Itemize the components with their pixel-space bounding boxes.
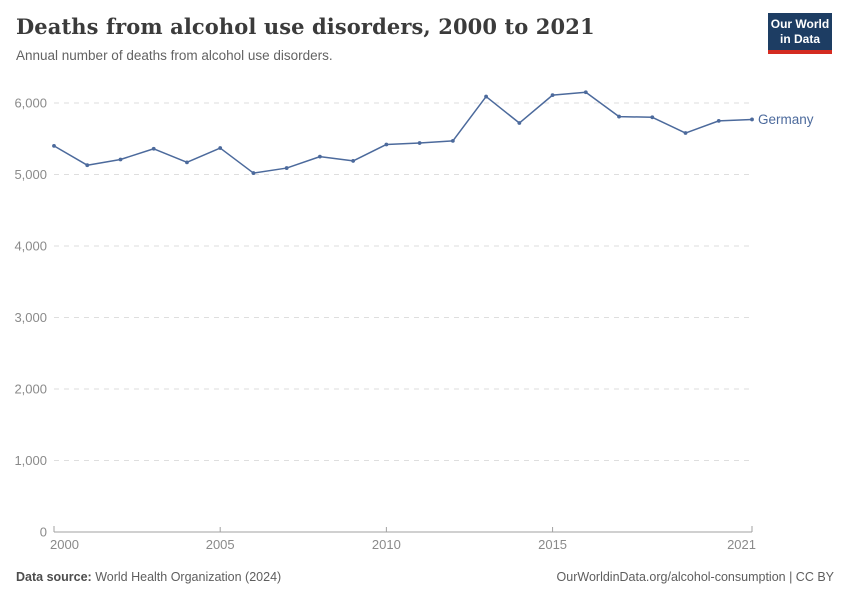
data-point[interactable] xyxy=(185,160,189,165)
data-point[interactable] xyxy=(284,166,289,170)
data-source-label: Data source: xyxy=(16,570,92,584)
data-point[interactable] xyxy=(118,157,123,162)
y-tick-label: 1,000 xyxy=(14,453,47,468)
series-label[interactable]: Germany xyxy=(758,112,814,127)
page-title: Deaths from alcohol use disorders, 2000 … xyxy=(16,14,595,39)
data-point[interactable] xyxy=(417,141,422,145)
owid-logo[interactable]: Our World in Data xyxy=(768,13,832,54)
y-tick-label: 3,000 xyxy=(14,310,47,325)
owid-logo-line1: Our World xyxy=(770,17,830,31)
y-tick-label: 5,000 xyxy=(14,167,47,182)
data-point[interactable] xyxy=(52,144,56,148)
x-tick-label: 2000 xyxy=(50,537,79,552)
y-tick-label: 4,000 xyxy=(14,239,47,254)
y-tick-label: 2,000 xyxy=(14,382,47,397)
y-tick-label: 6,000 xyxy=(14,96,47,111)
data-source-value: World Health Organization (2024) xyxy=(91,570,282,584)
data-point[interactable] xyxy=(716,118,721,123)
data-point[interactable] xyxy=(151,146,156,151)
data-point[interactable] xyxy=(450,138,455,143)
data-point[interactable] xyxy=(318,154,322,159)
license-note[interactable]: OurWorldinData.org/alcohol-consumption |… xyxy=(556,570,834,584)
data-point[interactable] xyxy=(484,94,488,99)
x-tick-label: 2010 xyxy=(372,537,401,552)
data-point[interactable] xyxy=(85,163,90,168)
x-tick-label: 2005 xyxy=(206,537,235,552)
data-source-note: Data source: World Health Organization (… xyxy=(16,570,281,584)
data-line[interactable] xyxy=(53,91,753,174)
data-point[interactable] xyxy=(617,114,621,119)
data-point[interactable] xyxy=(218,146,223,150)
chart-subtitle: Annual number of deaths from alcohol use… xyxy=(16,48,333,63)
data-point[interactable] xyxy=(750,117,754,122)
data-point[interactable] xyxy=(650,115,655,120)
data-point[interactable] xyxy=(550,93,555,98)
data-point[interactable] xyxy=(384,142,389,147)
data-point[interactable] xyxy=(251,171,256,175)
y-tick-label: 0 xyxy=(40,525,47,540)
owid-logo-line2: in Data xyxy=(779,32,820,46)
x-tick-label: 2015 xyxy=(538,537,567,552)
data-point[interactable] xyxy=(583,90,588,95)
data-point[interactable] xyxy=(683,131,688,135)
x-tick-label: 2021 xyxy=(727,537,756,552)
data-point[interactable] xyxy=(517,121,522,125)
data-point[interactable] xyxy=(351,159,356,163)
